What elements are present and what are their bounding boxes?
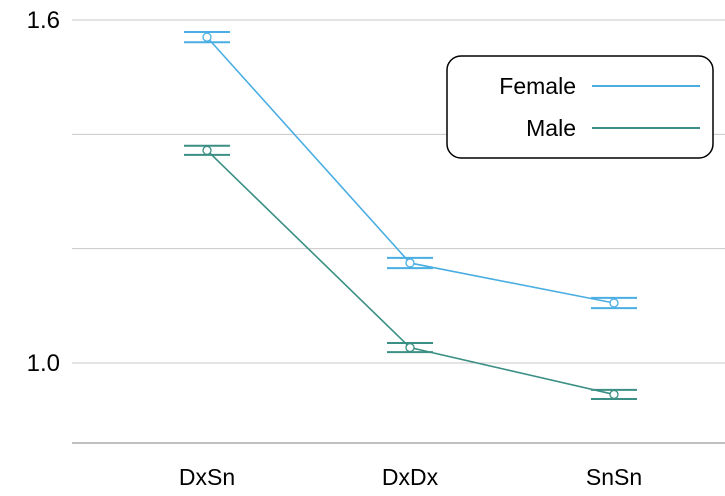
legend: Female Male [446, 55, 714, 159]
y-tick-label: 1.0 [27, 350, 60, 377]
series-male [184, 144, 637, 401]
series-group [184, 31, 637, 401]
legend-label: Male [526, 115, 576, 141]
legend-label: Female [499, 73, 576, 99]
x-category-label: DxSn [179, 464, 235, 490]
data-point-marker [609, 389, 619, 400]
axes: 1.6 1.0 DxSn DxDx SnSn [27, 7, 725, 490]
data-point-marker [405, 258, 415, 268]
series-line [206, 149, 615, 396]
data-point-marker [609, 298, 619, 308]
x-category-label: DxDx [382, 464, 439, 490]
series-female [184, 31, 637, 310]
data-point-marker [202, 145, 212, 155]
y-tick-label: 1.6 [27, 7, 60, 34]
x-category-label: SnSn [586, 464, 642, 490]
legend-box [446, 55, 714, 159]
data-point-marker [405, 342, 415, 353]
data-point-marker [202, 32, 212, 42]
